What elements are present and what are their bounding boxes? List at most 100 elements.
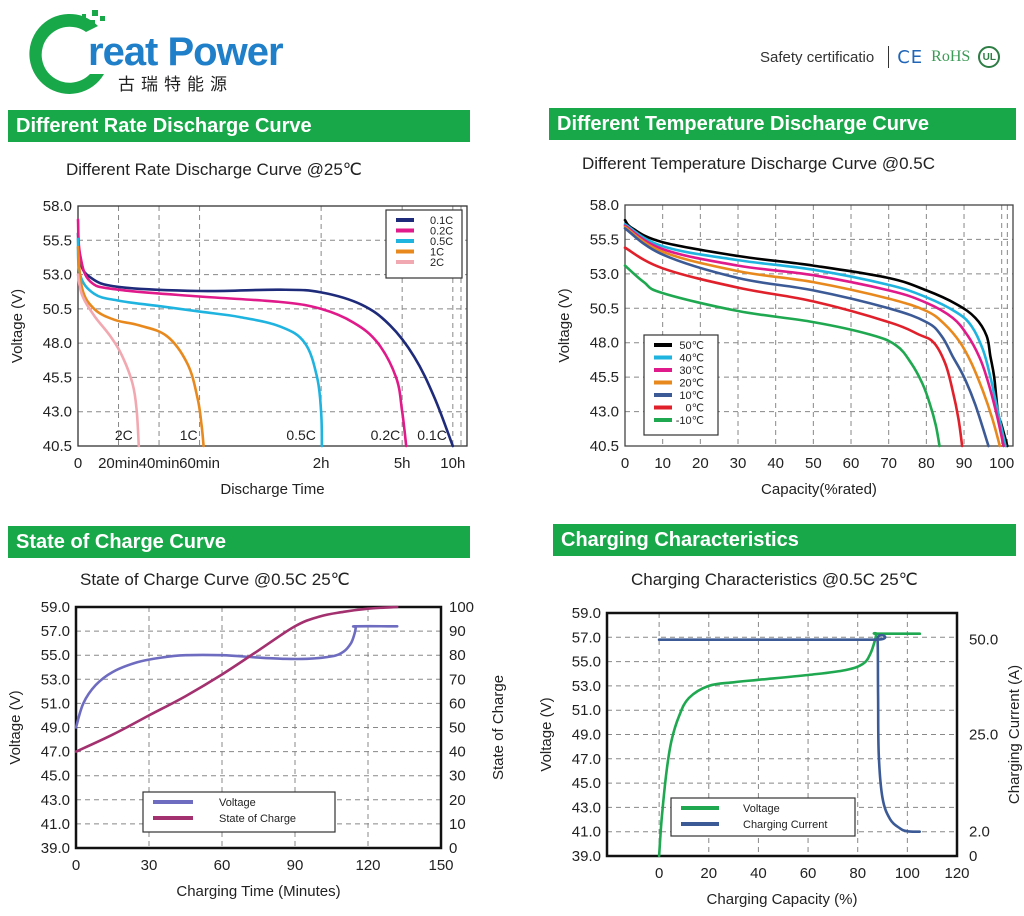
y-tick-label: 47.0 xyxy=(572,751,601,768)
x-tick-label: 90 xyxy=(956,455,973,472)
x-tick-label: 20 xyxy=(700,865,717,882)
y-tick-label: 40.5 xyxy=(43,438,72,455)
logo-chinese-text: 古瑞特能源 xyxy=(118,75,233,95)
y-axis-label: Voltage (V) xyxy=(556,288,573,362)
x-tick-label: 80 xyxy=(918,455,935,472)
y2-tick-label: 50.0 xyxy=(969,632,998,649)
y-tick-label: 58.0 xyxy=(43,198,72,215)
y-tick-label: 53.0 xyxy=(43,267,72,284)
y-axis-label: Voltage (V) xyxy=(538,697,555,771)
certification-strip: Safety certificatio CE RoHS UL xyxy=(760,44,1001,70)
series-end-label: 0.1C xyxy=(417,427,447,443)
y-tick-label: 41.0 xyxy=(41,816,70,833)
y-tick-label: 51.0 xyxy=(572,702,601,719)
x-tick-label: 20min xyxy=(98,455,139,472)
y-tick-label: 59.0 xyxy=(41,599,70,616)
chart-temperature-discharge: 40.5 43.0 45.5 48.0 50.5 53.0 55.5 58.0 0 10 20 30 4… xyxy=(556,197,1014,498)
series-end-label: 0.2C xyxy=(371,427,401,443)
y2-tick-label: 80 xyxy=(449,647,466,664)
x-tick-label: 90 xyxy=(287,857,304,874)
legend-label: Voltage xyxy=(743,803,780,815)
series-line-0 xyxy=(623,246,964,448)
plot-frame xyxy=(77,205,468,447)
legend-label: State of Charge xyxy=(219,813,296,825)
y-tick-label: 45.5 xyxy=(43,369,72,386)
series-line-1c xyxy=(76,245,205,448)
y2-tick-label: 20 xyxy=(449,792,466,809)
x-tick-label: 60 xyxy=(843,455,860,472)
x-axis-label: Charging Capacity (%) xyxy=(707,891,858,908)
y-tick-label: 57.0 xyxy=(572,629,601,646)
series-line-0.2c xyxy=(76,218,408,448)
legend-box xyxy=(385,209,463,279)
y-tick-label: 47.0 xyxy=(41,744,70,761)
legend-label: 0.2C xyxy=(430,226,453,238)
legend-label: 20℃ xyxy=(679,378,704,390)
chart-title-rate-discharge: Different Rate Discharge Curve @25℃ xyxy=(66,160,362,179)
x-tick-label: 10 xyxy=(654,455,671,472)
x-tick-label: 100 xyxy=(895,865,920,882)
x-tick-label: 0 xyxy=(74,455,82,472)
legend-label: 10℃ xyxy=(679,390,704,402)
series-line-voltage xyxy=(657,631,922,858)
series-line-10 xyxy=(623,264,941,448)
x-tick-label: 5h xyxy=(394,455,411,472)
x-tick-label: 2h xyxy=(313,455,330,472)
y-tick-label: 58.0 xyxy=(590,197,619,214)
x-axis-label: Charging Time (Minutes) xyxy=(176,883,340,900)
y2-tick-label: 40 xyxy=(449,744,466,761)
section-banner-rate-discharge: Different Rate Discharge Curve xyxy=(8,110,470,142)
series-end-label: 0.5C xyxy=(286,427,316,443)
rohs-mark-icon: RoHS xyxy=(931,48,971,65)
y2-tick-label: 25.0 xyxy=(969,727,998,744)
x-tick-label: 20 xyxy=(692,455,709,472)
y-tick-label: 53.0 xyxy=(41,671,70,688)
legend-label: 1C xyxy=(430,247,444,259)
chart-title-state-of-charge: State of Charge Curve @0.5C 25℃ xyxy=(80,570,350,589)
section-banner-temperature-discharge: Different Temperature Discharge Curve xyxy=(549,108,1016,140)
series-line-chargingcurrent xyxy=(657,633,922,833)
series-line-30 xyxy=(623,224,1005,448)
legend-label: 40℃ xyxy=(679,353,704,365)
x-tick-label: 120 xyxy=(355,857,380,874)
x-tick-label: 120 xyxy=(944,865,969,882)
y-tick-label: 55.0 xyxy=(572,654,601,671)
chart-state-of-charge: 39.0 41.0 43.0 45.0 47.0 49.0 51.0 53.0 55.0 57.0… xyxy=(7,599,507,900)
legend-label: Charging Current xyxy=(743,819,827,831)
y2-tick-label: 70 xyxy=(449,671,466,688)
x-tick-label: 50 xyxy=(805,455,822,472)
y-tick-label: 53.0 xyxy=(572,678,601,695)
legend-label: 30℃ xyxy=(679,365,704,377)
y-tick-label: 39.0 xyxy=(41,840,70,857)
legend-label: 0.1C xyxy=(430,215,453,227)
x-tick-label: 100 xyxy=(989,455,1014,472)
ce-mark-icon: CE xyxy=(897,46,924,68)
plot-frame xyxy=(605,611,959,858)
series-end-label: 2C xyxy=(115,427,133,443)
y-tick-label: 48.0 xyxy=(43,335,72,352)
y2-tick-label: 90 xyxy=(449,623,466,640)
x-axis-label: Capacity(%rated) xyxy=(761,481,877,498)
y-tick-label: 45.5 xyxy=(590,369,619,386)
y-tick-label: 53.0 xyxy=(590,266,619,283)
y2-tick-label: 2.0 xyxy=(969,824,990,841)
ul-mark-icon: UL xyxy=(978,46,1001,68)
chart-title-temperature-discharge: Different Temperature Discharge Curve @0… xyxy=(582,154,936,173)
y2-tick-label: 50 xyxy=(449,720,466,737)
y-tick-label: 55.5 xyxy=(43,232,72,249)
y-tick-label: 45.0 xyxy=(41,768,70,785)
y2-tick-label: 30 xyxy=(449,768,466,785)
x-tick-label: 70 xyxy=(880,455,897,472)
y-axis-label: Voltage (V) xyxy=(9,289,26,363)
series-line-20 xyxy=(623,225,1002,448)
x-tick-label: 0 xyxy=(72,857,80,874)
legend-box xyxy=(142,791,336,833)
series-line-10 xyxy=(623,227,990,448)
chart-title-charging-characteristics: Charging Characteristics @0.5C 25℃ xyxy=(631,570,918,589)
y-tick-label: 55.5 xyxy=(590,231,619,248)
x-tick-label: 40 xyxy=(750,865,767,882)
x-tick-label: 30 xyxy=(730,455,747,472)
legend-label: 0.5C xyxy=(430,236,453,248)
chart-charging-characteristics: 39.0 41.0 43.0 45.0 47.0 49.0 51.0 53.0 55.0 57.0… xyxy=(538,605,1023,908)
y2-tick-label: 0 xyxy=(969,848,977,865)
